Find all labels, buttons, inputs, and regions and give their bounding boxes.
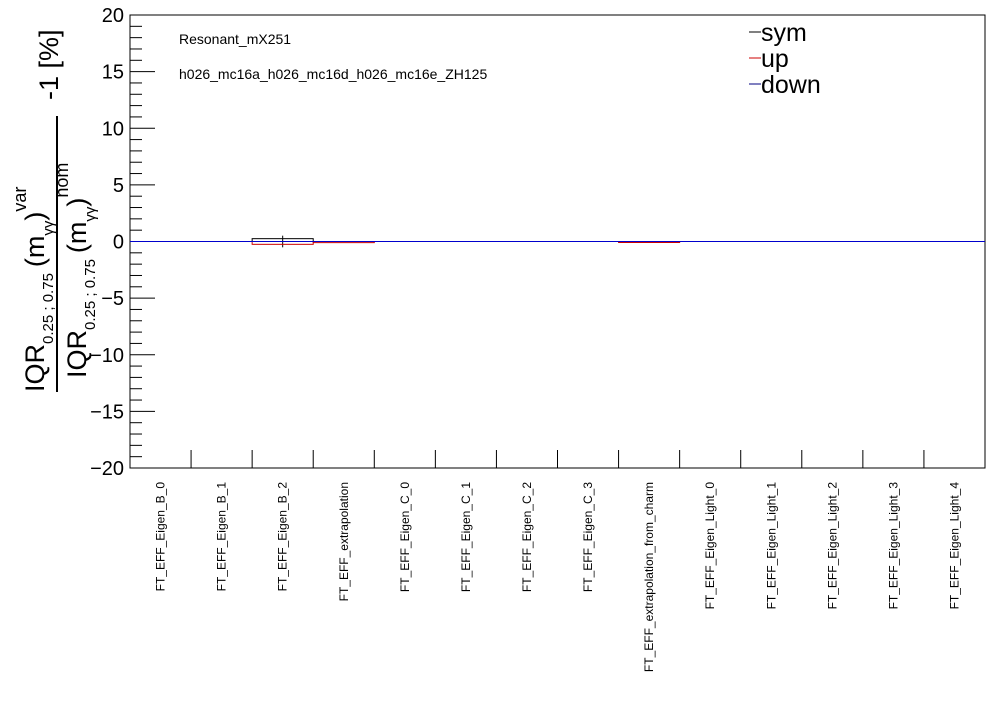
x-category-label: FT_EFF_Eigen_Light_3 bbox=[886, 482, 900, 610]
x-axis: FT_EFF_Eigen_B_0 FT_EFF_Eigen_B_1 FT_EFF_E… bbox=[154, 450, 961, 672]
ylabel-iqr-top: IQR bbox=[20, 344, 50, 392]
ylabel-suffix: -1 [%] bbox=[34, 29, 64, 100]
legend-label-up: up bbox=[761, 45, 789, 73]
ylabel-gg-top: γγ bbox=[40, 220, 57, 236]
ylabel-sub-bottom: 0.25 ; 0.75 bbox=[82, 259, 99, 330]
legend-label-sym: sym bbox=[761, 19, 807, 47]
annotation-sample: Resonant_mX251 bbox=[179, 31, 291, 47]
x-category-label: FT_EFF_Eigen_Light_2 bbox=[825, 482, 839, 610]
annotation-dataset: h026_mc16a_h026_mc16d_h026_mc16e_ZH125 bbox=[179, 66, 487, 82]
x-category-label: FT_EFF_Eigen_C_3 bbox=[581, 482, 595, 592]
svg-text:IQR0.25 ; 0.75(mγγ)nom: IQR0.25 ; 0.75 (mγγ)nom bbox=[52, 163, 99, 378]
legend-label-down: down bbox=[761, 71, 821, 99]
y-tick-label: −10 bbox=[90, 345, 124, 367]
ylabel-close-top: ) bbox=[20, 212, 50, 221]
annotations: Resonant_mX251 h026_mc16a_h026_mc16d_h02… bbox=[179, 31, 487, 82]
x-category-label: FT_EFF_Eigen_B_2 bbox=[276, 482, 290, 592]
y-tick-label: −5 bbox=[101, 288, 124, 310]
ylabel-close-bottom: ) bbox=[62, 198, 92, 207]
ylabel-sup-top: var bbox=[10, 187, 30, 212]
ylabel-sup-bottom: nom bbox=[52, 163, 72, 198]
x-category-label: FT_EFF_Eigen_Light_0 bbox=[703, 482, 717, 610]
x-category-label: FT_EFF_Eigen_B_0 bbox=[154, 482, 168, 592]
ylabel-paren-top: (m bbox=[20, 236, 50, 267]
y-tick-label: 5 bbox=[113, 175, 124, 197]
ylabel-gg-bottom: γγ bbox=[82, 206, 99, 222]
ylabel-paren-bottom: (m bbox=[62, 222, 92, 253]
y-axis: 20 15 10 5 0 −5 −10 −15 −20 bbox=[90, 5, 155, 480]
ylabel-sub-top: 0.25 ; 0.75 bbox=[40, 273, 57, 344]
x-category-label: FT_EFF_extrapolation bbox=[337, 482, 351, 601]
x-category-label: FT_EFF_Eigen_Light_1 bbox=[764, 482, 778, 610]
ylabel-iqr-bottom: IQR bbox=[62, 330, 92, 378]
y-axis-title: IQR0.25 ; 0.75(mγγ)var IQR0.25 ; 0.75(mγ… bbox=[10, 29, 99, 392]
y-tick-label: 15 bbox=[102, 62, 124, 84]
y-tick-label: −15 bbox=[90, 401, 124, 423]
x-category-label: FT_EFF_Eigen_C_0 bbox=[398, 482, 412, 592]
y-tick-label: −20 bbox=[90, 458, 124, 480]
x-category-label: FT_EFF_Eigen_Light_4 bbox=[947, 482, 961, 610]
x-category-label: FT_EFF_Eigen_B_1 bbox=[215, 482, 229, 592]
x-category-label: FT_EFF_Eigen_C_1 bbox=[459, 482, 473, 592]
y-tick-label: 0 bbox=[113, 232, 124, 254]
x-category-label: FT_EFF_extrapolation_from_charm bbox=[642, 482, 656, 672]
x-category-label: FT_EFF_Eigen_C_2 bbox=[520, 482, 534, 592]
y-tick-label: 10 bbox=[102, 118, 124, 140]
svg-text:IQR0.25 ; 0.75(mγγ)var: IQR0.25 ; 0.75 (mγγ)var bbox=[10, 187, 57, 392]
y-tick-label: 20 bbox=[102, 5, 124, 27]
